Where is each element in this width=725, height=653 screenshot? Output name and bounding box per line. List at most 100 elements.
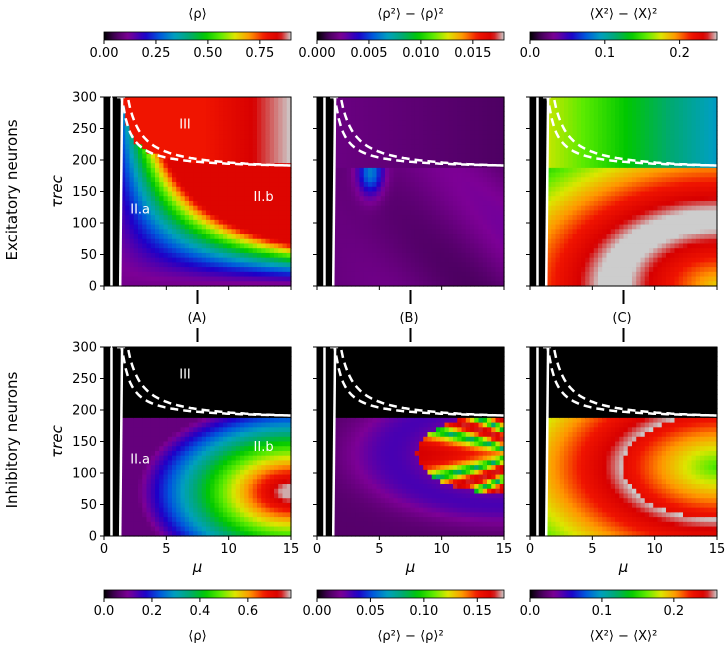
heatmap-cell <box>342 215 348 221</box>
heatmap-cell <box>163 163 169 169</box>
heatmap-cell <box>623 167 629 174</box>
heatmap-cell <box>589 281 595 287</box>
heatmap-cell <box>269 262 275 268</box>
heatmap-cell <box>640 111 646 117</box>
heatmap-cell <box>457 210 463 216</box>
heatmap-cell <box>121 469 126 476</box>
heatmap-cell <box>666 115 671 122</box>
heatmap-cell <box>461 200 467 207</box>
heatmap-cell <box>610 262 616 268</box>
heatmap-cell <box>589 205 595 211</box>
heatmap-cell <box>351 139 356 145</box>
heatmap-cell <box>376 215 382 221</box>
heatmap-cell <box>670 130 676 136</box>
heatmap-cell <box>564 267 569 273</box>
heatmap-cell <box>180 271 186 278</box>
heatmap-cell <box>610 200 616 207</box>
heatmap-cell <box>695 106 701 112</box>
heatmap-cell <box>683 148 688 155</box>
heatmap-cell <box>334 125 339 131</box>
heatmap-cell <box>244 215 250 221</box>
heatmap-cell <box>138 234 143 240</box>
heatmap-cell <box>453 224 458 230</box>
heatmap-cell <box>678 215 684 221</box>
heatmap-cell <box>406 134 412 141</box>
heatmap-cell <box>666 182 671 188</box>
heatmap-cell <box>146 229 152 235</box>
heatmap-cell <box>355 276 361 282</box>
heatmap-cell <box>142 186 148 193</box>
heatmap-cell <box>244 281 250 287</box>
heatmap-cell <box>406 111 412 117</box>
heatmap-cell <box>286 252 292 259</box>
heatmap-cell <box>606 219 612 226</box>
heatmap-cell <box>278 115 284 122</box>
heatmap-cell <box>286 229 292 235</box>
heatmap-cell <box>419 219 424 226</box>
heatmap-cell <box>269 238 275 245</box>
heatmap-cell <box>478 281 484 287</box>
heatmap-cell <box>427 191 433 197</box>
heatmap-cell <box>670 248 676 254</box>
heatmap-cell <box>265 271 271 278</box>
heatmap-cell <box>133 111 139 117</box>
heatmap-cell <box>252 248 258 254</box>
heatmap-cell <box>661 229 667 235</box>
heatmap-cell <box>568 196 574 202</box>
heatmap-cell <box>461 139 467 145</box>
heatmap-cell <box>231 243 237 249</box>
heatmap-cell <box>389 134 395 141</box>
heatmap-cell <box>491 111 497 117</box>
heatmap-cell <box>389 101 395 108</box>
heatmap-cell <box>176 252 182 259</box>
heatmap-cell <box>606 243 612 249</box>
heatmap-cell <box>257 148 262 155</box>
heatmap-cell <box>257 134 262 141</box>
heatmap-cell <box>448 200 454 207</box>
heatmap-cell <box>265 200 271 207</box>
heatmap-cell <box>257 177 262 183</box>
heatmap-cell <box>146 130 152 136</box>
heatmap-cell <box>346 158 352 164</box>
heatmap-cell <box>674 144 680 150</box>
heatmap-cell <box>615 144 620 150</box>
heatmap-cell <box>206 224 211 230</box>
heatmap-cell <box>444 229 450 235</box>
heatmap-cell <box>551 111 557 117</box>
heatmap-cell <box>700 177 705 183</box>
heatmap-cell <box>129 186 135 193</box>
heatmap-cell <box>598 148 603 155</box>
heatmap-cell <box>146 163 152 169</box>
heatmap-cell <box>644 167 650 174</box>
heatmap-cell <box>248 205 254 211</box>
heatmap-cell <box>265 252 271 259</box>
heatmap-cell <box>406 248 412 254</box>
heatmap-cell <box>155 234 160 240</box>
heatmap-cell <box>282 219 288 226</box>
heatmap-cell <box>257 158 262 164</box>
heatmap-cell <box>397 101 403 108</box>
heatmap-cell <box>619 257 625 263</box>
solid-boundary-line <box>118 96 124 287</box>
heatmap-cell <box>653 182 659 188</box>
heatmap-cell <box>376 234 382 240</box>
heatmap-cell <box>125 351 131 358</box>
heatmap-cell <box>457 257 463 263</box>
heatmap-cell <box>184 172 190 178</box>
heatmap-cell <box>704 101 710 108</box>
heatmap-cell <box>244 134 250 141</box>
heatmap-cell <box>687 148 693 155</box>
heatmap-cell <box>465 167 471 174</box>
heatmap-cell <box>581 134 586 141</box>
heatmap-cell <box>125 252 131 259</box>
heatmap-cell <box>376 120 382 126</box>
heatmap-cell <box>244 224 250 230</box>
heatmap-cell <box>346 148 352 155</box>
heatmap-cell <box>376 177 382 183</box>
heatmap-cell <box>559 186 565 193</box>
heatmap-cell <box>448 106 454 112</box>
heatmap-cell <box>121 384 126 391</box>
heatmap-cell <box>372 115 378 122</box>
heatmap-cell <box>683 106 688 112</box>
heatmap-cell <box>598 167 603 174</box>
